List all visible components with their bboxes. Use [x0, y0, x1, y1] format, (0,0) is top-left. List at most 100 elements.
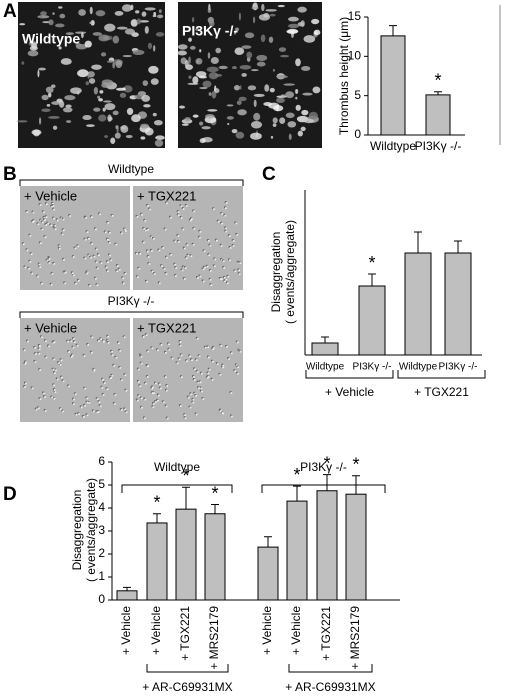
texture-dot: [200, 372, 203, 375]
y-axis-label: Disaggregation: [269, 232, 283, 313]
texture-dot: [58, 247, 61, 250]
texture-dot: [217, 220, 220, 223]
texture-dot: [53, 397, 56, 400]
texture-dot: [189, 355, 192, 358]
texture-dot: [37, 407, 40, 410]
x-tick-label: Wildtype: [306, 362, 345, 373]
x-tick-label: + MRS2179: [348, 606, 362, 670]
texture-dot: [143, 417, 146, 420]
texture-blob: [260, 34, 266, 43]
texture-dot: [165, 389, 168, 392]
texture-dot: [124, 374, 127, 377]
texture-dot: [151, 392, 154, 395]
texture-blob: [46, 103, 51, 107]
texture-blob: [261, 3, 265, 12]
texture-blob: [99, 90, 104, 94]
texture-blob: [272, 68, 275, 72]
texture-dot: [110, 259, 113, 262]
texture-dot: [199, 381, 202, 384]
group-label: Wildtype: [154, 460, 200, 474]
texture-dot: [200, 390, 203, 393]
x-tick-label: + Vehicle: [289, 606, 303, 655]
texture-dot: [48, 262, 51, 265]
texture-dot: [224, 214, 227, 217]
texture-blob: [201, 126, 211, 130]
texture-dot: [202, 397, 205, 400]
texture-dot: [161, 265, 164, 268]
texture-dot: [211, 360, 214, 363]
texture-dot: [185, 360, 188, 363]
x-tick-label: PI3Kγ -/-: [353, 362, 392, 373]
texture-dot: [77, 245, 80, 248]
texture-dot: [53, 389, 56, 392]
bar: [358, 285, 386, 356]
texture-blob: [16, 120, 28, 123]
texture-dot: [203, 250, 206, 253]
texture-dot: [94, 228, 97, 231]
texture-dot: [174, 240, 177, 243]
texture-dot: [196, 337, 199, 340]
texture-blob: [210, 56, 219, 65]
texture-dot: [220, 244, 223, 247]
textures: [16, 2, 321, 420]
texture-dot: [144, 229, 147, 232]
error-bar: [264, 536, 272, 548]
y-tick-label: 4: [98, 500, 105, 514]
texture-blob: [177, 50, 187, 56]
texture-dot: [235, 222, 238, 225]
texture-dot: [184, 266, 187, 269]
bracket: [146, 664, 229, 673]
error-bar: [211, 504, 219, 514]
texture-dot: [29, 260, 32, 263]
texture-dot: [219, 410, 222, 413]
texture-blob: [286, 29, 299, 34]
texture-blob: [64, 95, 76, 101]
texture-dot: [164, 376, 167, 379]
texture-blob: [97, 95, 101, 99]
texture-blob: [112, 110, 119, 116]
texture-dot: [123, 336, 126, 339]
texture-blob: [273, 105, 284, 112]
texture-dot: [170, 216, 173, 219]
texture-dot: [207, 376, 210, 379]
texture-dot: [122, 282, 125, 285]
texture-blob: [89, 21, 93, 25]
texture-blob: [60, 58, 72, 65]
bar: [204, 513, 226, 601]
texture-dot: [70, 340, 73, 343]
texture-blob: [199, 49, 202, 53]
texture-blob: [143, 104, 151, 108]
texture-dot: [178, 358, 181, 361]
texture-dot: [237, 372, 240, 375]
texture-blob: [125, 134, 133, 139]
texture-dot: [166, 384, 169, 387]
texture-dot: [53, 372, 56, 375]
texture-dot: [114, 393, 117, 396]
texture-dot: [31, 272, 34, 275]
texture-dot: [104, 231, 107, 234]
texture-dot: [183, 247, 186, 250]
y-tick-label: 5: [354, 88, 361, 102]
y-tick-label: 0: [354, 127, 361, 141]
texture-blob: [116, 26, 128, 30]
texture-dot: [50, 224, 53, 227]
texture-dot: [100, 262, 103, 265]
x-tick-label: PI3Kγ -/-: [415, 139, 462, 153]
bar: [175, 508, 197, 601]
texture-dot: [147, 350, 150, 353]
x-tick-label: PI3Kγ -/-: [439, 362, 478, 373]
texture-dot: [109, 254, 112, 257]
texture-dot: [177, 214, 180, 217]
texture-dot: [32, 220, 35, 223]
texture-blob: [52, 125, 58, 130]
texture-dot: [100, 338, 103, 341]
texture-dot: [221, 222, 224, 225]
texture-dot: [54, 369, 57, 372]
texture-dot: [96, 398, 99, 401]
texture-blob: [135, 10, 140, 14]
texture-dot: [207, 356, 210, 359]
texture-blob: [247, 85, 257, 91]
texture-dot: [73, 340, 76, 343]
micrograph: [20, 318, 130, 422]
